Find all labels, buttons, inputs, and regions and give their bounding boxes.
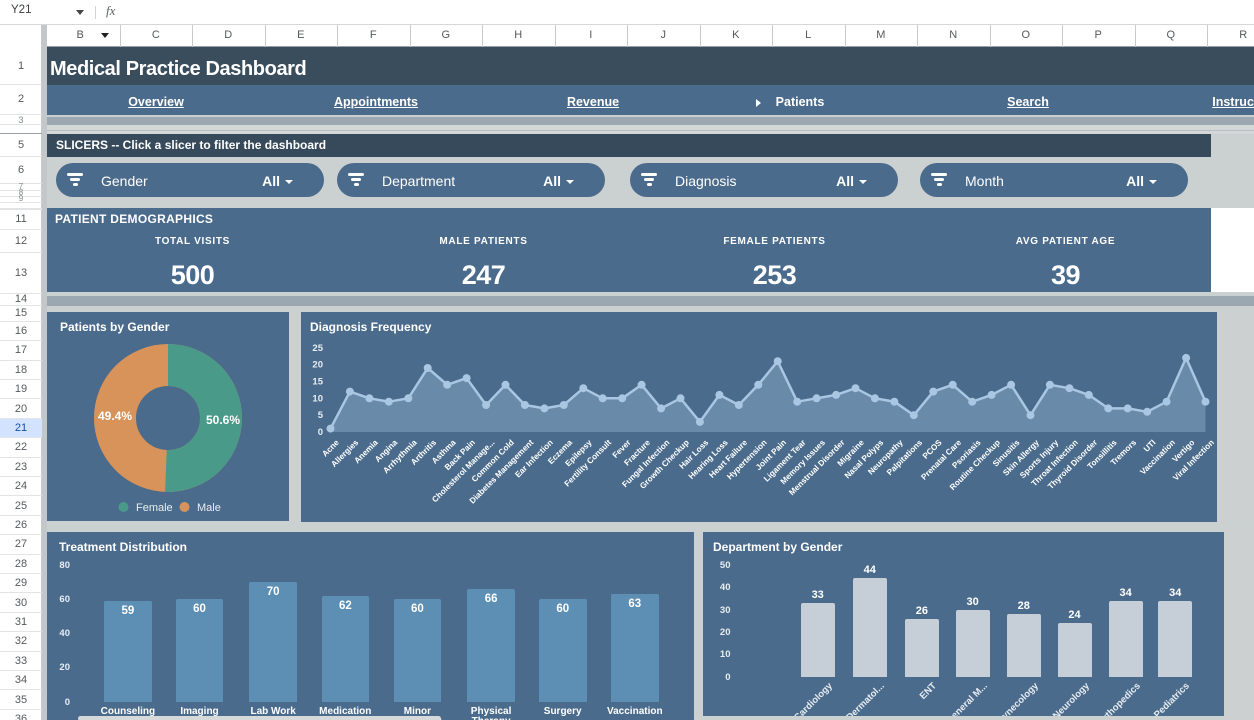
- svg-text:Female: Female: [136, 502, 173, 514]
- svg-text:20: 20: [312, 359, 323, 370]
- svg-text:5: 5: [317, 410, 323, 421]
- svg-text:10: 10: [312, 393, 323, 404]
- svg-text:50.6%: 50.6%: [206, 413, 240, 427]
- svg-text:UTI: UTI: [1141, 438, 1157, 454]
- svg-text:15: 15: [312, 376, 323, 387]
- svg-text:49.4%: 49.4%: [98, 409, 132, 423]
- svg-text:25: 25: [312, 342, 323, 353]
- svg-text:0: 0: [317, 426, 322, 437]
- svg-text:Male: Male: [197, 502, 221, 514]
